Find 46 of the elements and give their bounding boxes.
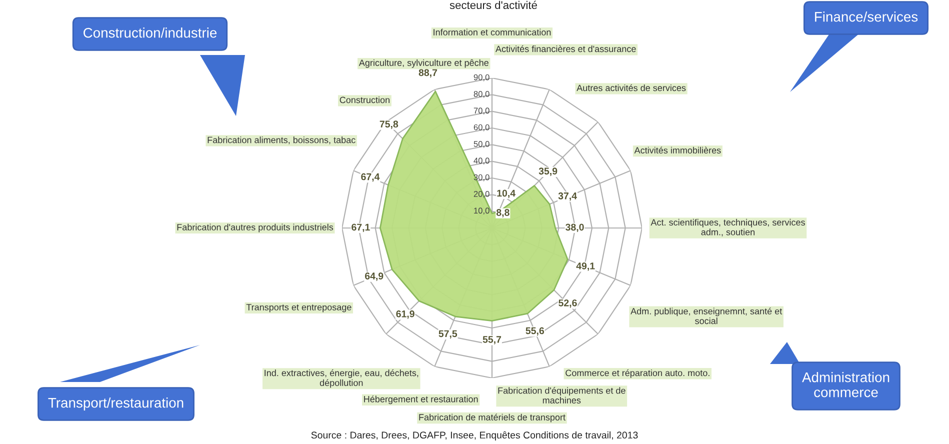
y-tick-label: 70,0 bbox=[474, 108, 490, 115]
y-tick-label: 80,0 bbox=[474, 91, 490, 98]
y-tick-label: 90,0 bbox=[474, 74, 490, 82]
spoke-label: Act. scientifiques, techniques, services adm., soutien bbox=[650, 218, 805, 236]
spoke-label: Activités financières et d'assurance bbox=[496, 45, 636, 52]
data-label: 38,0 bbox=[566, 224, 584, 232]
spoke-label: Fabrication d'autres produits industriels bbox=[177, 224, 334, 232]
data-label: 8,8 bbox=[496, 209, 510, 218]
spoke-label: Commerce et réparation auto. moto. bbox=[566, 369, 710, 378]
data-label: 57,5 bbox=[438, 330, 458, 339]
spoke-label: Ind. extractives, énergie, eau, déchets, dépollution bbox=[264, 369, 418, 388]
data-label: 55,6 bbox=[526, 327, 544, 336]
spoke-label: Fabrication aliments, boissons, tabac bbox=[208, 136, 356, 144]
spoke-label: Activités immobilières bbox=[634, 146, 721, 154]
data-label: 64,9 bbox=[365, 272, 384, 281]
y-tick-label: 40,0 bbox=[474, 158, 490, 165]
spoke-label: Autres activités de services bbox=[576, 84, 686, 92]
data-label: 88,7 bbox=[418, 69, 438, 78]
data-label: 10,4 bbox=[497, 190, 516, 198]
data-label: 35,9 bbox=[538, 168, 558, 176]
text: Transport/restauration bbox=[48, 398, 184, 410]
source-note: Source : Dares, Drees, DGAFP, Insee, Enquêtes Conditions de travail, 2013 bbox=[311, 431, 638, 440]
text: Finance/services bbox=[815, 12, 918, 22]
data-label: 67,1 bbox=[352, 224, 370, 232]
spoke-label: Hébergement et restauration bbox=[364, 396, 478, 404]
spoke-label: Information et communication bbox=[434, 28, 551, 36]
data-label: 75,8 bbox=[380, 120, 398, 129]
spoke-label: Transports et entreposage bbox=[246, 304, 352, 312]
data-label: 52,6 bbox=[558, 299, 577, 308]
text: Construction/industrie bbox=[84, 28, 217, 38]
chart-title: secteurs d'activité bbox=[450, 0, 537, 10]
y-tick-label: 50,0 bbox=[474, 141, 490, 148]
data-label: 61,9 bbox=[396, 310, 414, 319]
spoke-label: Adm. publique, enseignemnt, santé et social bbox=[630, 308, 782, 324]
spoke-label: Fabrication d'équipements et de machines bbox=[498, 387, 626, 404]
spoke-label: Fabrication de matériels de transport bbox=[419, 414, 566, 422]
data-label: 37,4 bbox=[558, 192, 577, 201]
y-tick-label: 60,0 bbox=[474, 124, 490, 132]
data-label: 55,7 bbox=[482, 336, 502, 344]
spoke-label: Construction bbox=[340, 96, 390, 104]
spoke-label: Agriculture, sylviculture et pêche bbox=[358, 59, 488, 68]
text: Administration commerce bbox=[802, 372, 890, 398]
y-tick-label: 20,0 bbox=[474, 191, 490, 198]
y-tick-label: 10,0 bbox=[474, 208, 490, 215]
data-label: 67,4 bbox=[361, 173, 380, 182]
data-label: 49,1 bbox=[576, 262, 595, 271]
